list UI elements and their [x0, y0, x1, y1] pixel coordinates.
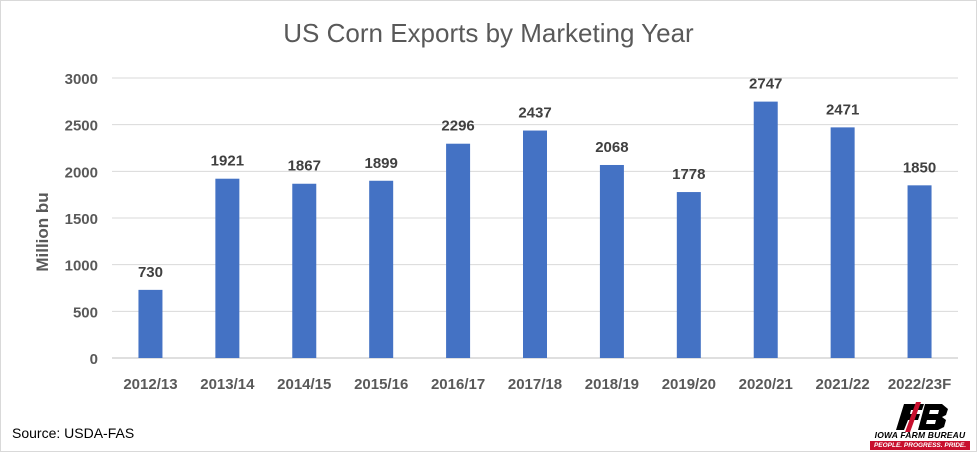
- data-label: 1850: [903, 159, 936, 176]
- x-tick-label: 2013/14: [200, 376, 255, 393]
- data-label: 1867: [288, 158, 321, 175]
- data-label: 730: [138, 264, 163, 281]
- logo-tagline: PEOPLE. PROGRESS. PRIDE.: [870, 441, 970, 450]
- iowa-farm-bureau-logo: IOWA FARM BUREAU PEOPLE. PROGRESS. PRIDE…: [868, 402, 972, 450]
- y-tick-label: 2500: [65, 118, 98, 135]
- y-tick-label: 2000: [65, 164, 98, 181]
- bar: [215, 178, 240, 358]
- x-tick-label: 2019/20: [662, 376, 716, 393]
- bar: [599, 164, 624, 358]
- bar: [369, 180, 394, 358]
- bar: [446, 143, 471, 358]
- x-tick-label: 2016/17: [431, 376, 485, 393]
- y-tick-label: 0: [90, 351, 98, 368]
- x-tick-label: 2020/21: [739, 376, 793, 393]
- bar: [138, 289, 163, 358]
- y-axis-label: Million bu: [33, 192, 52, 271]
- source-note: Source: USDA-FAS: [12, 425, 135, 441]
- x-tick-label: 2015/16: [354, 376, 408, 393]
- x-tick-label: 2014/15: [277, 376, 331, 393]
- data-label: 1921: [211, 153, 244, 170]
- bar: [523, 130, 547, 358]
- data-label: 2068: [595, 139, 628, 156]
- y-tick-label: 500: [73, 304, 98, 321]
- x-tick-label: 2022/23F: [888, 376, 951, 393]
- logo-name: IOWA FARM BUREAU: [874, 430, 966, 440]
- x-tick-label: 2021/22: [816, 376, 870, 393]
- data-label: 2296: [441, 118, 474, 135]
- data-label: 1778: [672, 166, 705, 183]
- bar: [830, 127, 855, 358]
- data-label: 1899: [364, 155, 397, 172]
- y-tick-label: 3000: [65, 71, 98, 88]
- fb-logo-mark-icon: [896, 402, 948, 432]
- x-tick-label: 2018/19: [585, 376, 639, 393]
- bar: [292, 183, 317, 358]
- x-tick-label: 2012/13: [123, 376, 177, 393]
- data-label: 2747: [749, 76, 782, 93]
- data-label: 2437: [518, 105, 551, 122]
- chart-title: US Corn Exports by Marketing Year: [283, 18, 694, 48]
- data-label: 2471: [826, 101, 859, 118]
- bar: [907, 185, 932, 358]
- y-tick-label: 1000: [65, 258, 98, 275]
- bar: [753, 101, 778, 358]
- bar: [676, 192, 701, 358]
- x-tick-label: 2017/18: [508, 376, 562, 393]
- y-tick-label: 1500: [65, 211, 98, 228]
